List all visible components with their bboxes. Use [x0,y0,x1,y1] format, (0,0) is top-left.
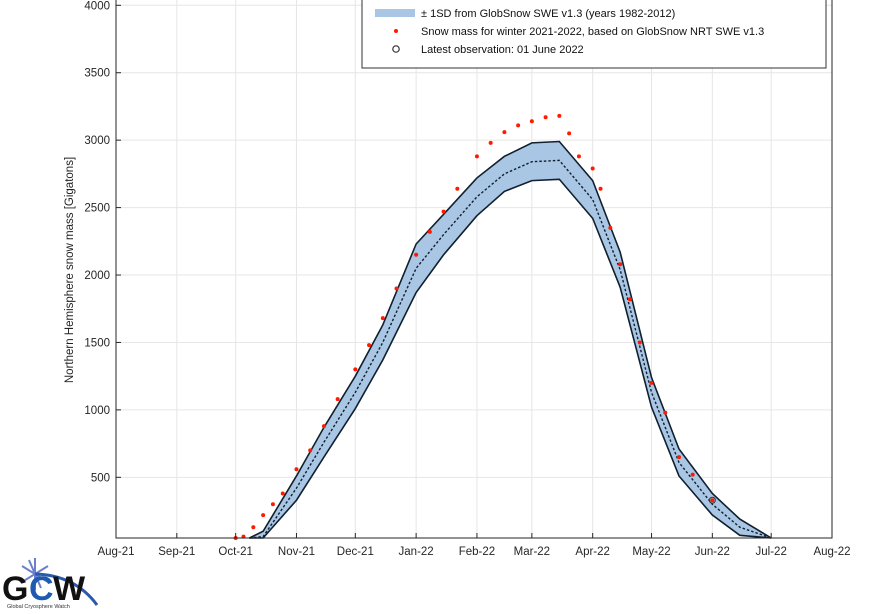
legend-obs-label: Snow mass for winter 2021-2022, based on… [421,26,764,38]
observation-points [233,113,716,540]
y-axis: 500 1000 1500 2000 2500 3000 3500 4000 [84,0,121,484]
observation-point [380,316,385,321]
observation-point [710,498,715,503]
observation-point [618,262,623,267]
logo-subtitle: Global Cryosphere Watch [7,604,70,610]
plot-frame [115,0,833,539]
observation-point [557,113,562,118]
observation-point [649,380,654,385]
observation-point [367,343,372,348]
observation-point [690,472,695,477]
latest-observation-marker [708,496,716,504]
observation-point [598,186,603,191]
x-tick-label: Jul-22 [756,546,787,558]
observation-point [321,424,326,429]
y-tick-label: 2500 [84,203,110,215]
y-tick-label: 1500 [84,337,110,349]
legend-band-label: ± 1SD from GlobSnow SWE v1.3 (years 1982… [421,8,675,20]
observation-point [567,131,572,136]
observation-point [294,467,299,472]
observation-point [488,140,493,145]
observation-point [608,225,613,230]
x-tick-label: Sep-21 [158,546,195,558]
observation-point [627,297,632,302]
observation-point [251,525,256,530]
observation-point [441,209,446,214]
observation-point [353,367,358,372]
y-tick-label: 3500 [84,68,110,80]
y-tick-label: 2000 [84,270,110,282]
observation-point [516,123,521,128]
observation-point [543,115,548,120]
x-tick-label: May-22 [632,546,670,558]
observation-point [261,513,266,518]
x-tick-label: Oct-21 [218,546,253,558]
x-tick-label: Jun-22 [695,546,730,558]
observation-point [335,397,340,402]
legend-latest-label: Latest observation: 01 June 2022 [421,44,584,56]
observation-point [502,130,507,135]
sd-band-area [249,141,772,538]
y-tick-label: 4000 [84,0,110,12]
observation-point [280,491,285,496]
observation-point [637,340,642,345]
x-tick-label: Apr-22 [575,546,610,558]
observation-point [394,286,399,291]
observation-point [576,154,581,159]
lower-sd-line [249,178,772,539]
legend: ± 1SD from GlobSnow SWE v1.3 (years 1982… [361,0,827,69]
y-tick-label: 500 [91,472,110,484]
observation-point [676,455,681,460]
observation-point [427,229,432,234]
y-axis-label: Northern Hemisphere snow mass [Gigatons] [64,157,76,383]
sd-band [249,140,772,539]
x-tick-label: Mar-22 [514,546,550,558]
observation-point [414,252,419,257]
x-tick-label: Nov-21 [278,546,315,558]
legend-obs-marker [394,29,398,33]
legend-band-swatch [375,9,415,17]
x-tick-label: Aug-22 [813,546,850,558]
observation-point [455,186,460,191]
y-tick-label: 1000 [84,405,110,417]
y-tick-label: 3000 [84,135,110,147]
observation-point [529,119,534,124]
mean-line [249,159,772,539]
observation-point [270,502,275,507]
x-tick-label: Feb-22 [459,546,495,558]
svg-text:C: C [29,570,53,608]
observation-point [474,154,479,159]
observation-point [663,410,668,415]
x-tick-label: Aug-21 [97,546,134,558]
grid [115,0,833,538]
x-axis: Aug-21 Sep-21 Oct-21 Nov-21 Dec-21 Jan-22 Feb-… [97,533,851,558]
x-tick-label: Jan-22 [399,546,434,558]
observation-point [590,166,595,171]
x-tick-label: Dec-21 [337,546,374,558]
gcw-logo: G C W Global Cryosphere Watch [2,558,99,610]
svg-text:W: W [53,570,86,608]
legend-latest-marker [392,45,400,53]
observation-point [308,448,313,453]
svg-text:G: G [2,570,27,608]
